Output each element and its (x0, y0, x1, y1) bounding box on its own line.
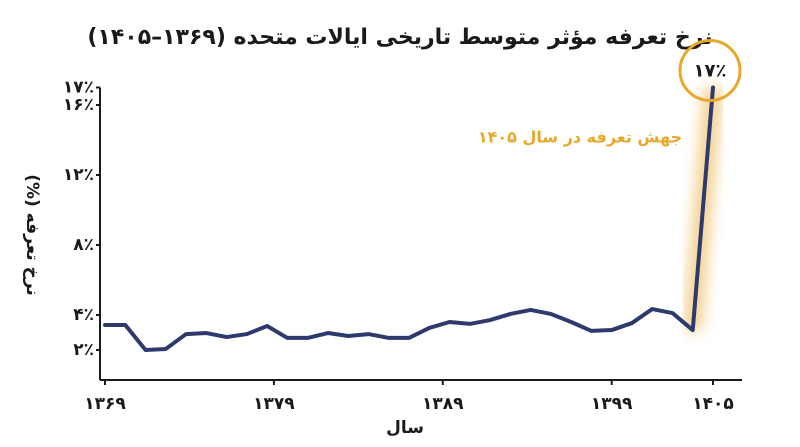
peak-circle (678, 39, 742, 102)
peak-label: ۱۷٪ (694, 61, 727, 82)
x-axis-label: سال (386, 418, 424, 438)
chart-title: نرخ تعرفه مؤثر متوسط تاریخی ایالات متحده… (87, 25, 712, 50)
y-tick-label: ۴٪ (73, 305, 94, 325)
y-tick-label: ۲٪ (73, 340, 94, 360)
y-tick-label: ۱۷٪ (63, 78, 94, 98)
y-tick-label: ۸٪ (73, 235, 94, 255)
y-axis-label: نرخ تعرفه (%) (22, 174, 42, 296)
x-tick-label: ۱۴۰۵ (692, 394, 734, 414)
data-line (103, 85, 715, 352)
x-tick-label: ۱۳۶۹ (84, 394, 126, 414)
x-tick-label: ۱۳۸۹ (422, 394, 464, 414)
annotation: جهش تعرفه در سال ۱۴۰۵ (478, 128, 682, 147)
y-tick-label: ۱۲٪ (63, 165, 94, 185)
x-tick-label: ۱۳۹۹ (591, 394, 633, 414)
x-tick-label: ۱۳۷۹ (253, 394, 295, 414)
y-tick-label: ۱۶٪ (63, 95, 94, 115)
